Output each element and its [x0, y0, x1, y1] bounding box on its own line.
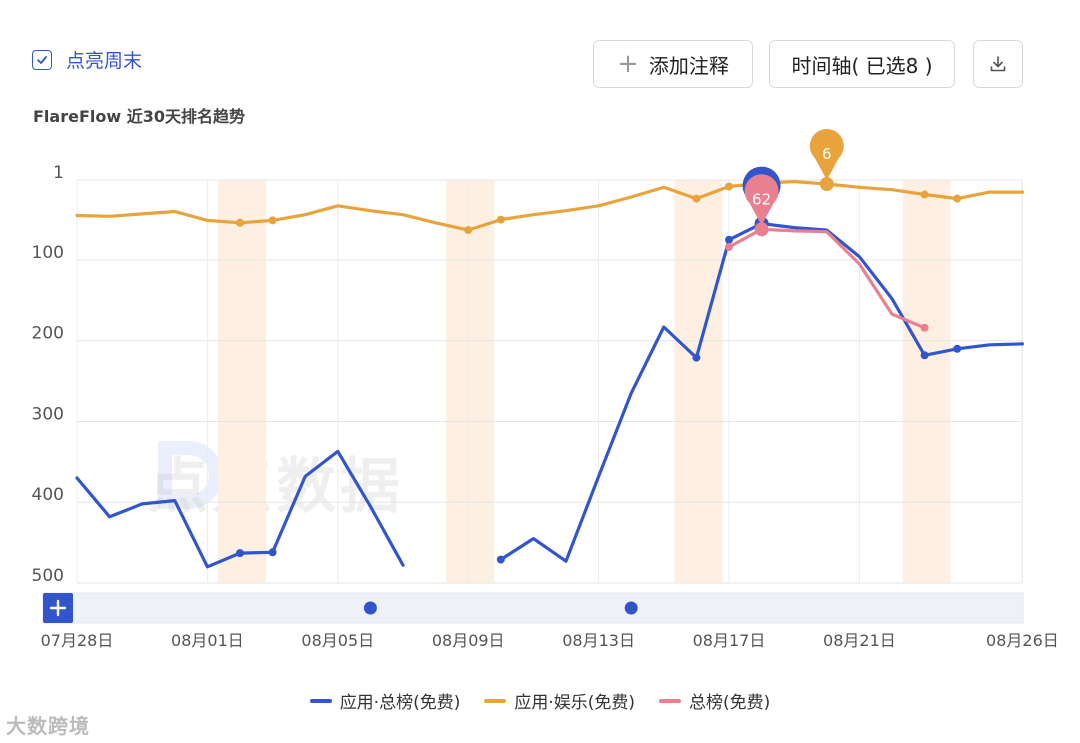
- y-tick-label: 500: [32, 566, 64, 586]
- highlight-weekends-label: 点亮周末: [66, 50, 143, 72]
- ranking-chart: 11002003004005006556207月28日08月01日08月05日0…: [32, 128, 1059, 650]
- annotation-pin[interactable]: [744, 174, 779, 226]
- legend-item-app-entertainment[interactable]: 应用·娱乐(免费): [484, 688, 635, 713]
- annotation-pin[interactable]: [809, 128, 844, 181]
- watermark-logo-icon: [158, 441, 223, 509]
- legend-label: 应用·娱乐(免费): [514, 693, 636, 713]
- data-point[interactable]: [236, 218, 244, 227]
- weekend-band: [446, 180, 495, 583]
- x-tick-label: 08月26日: [986, 631, 1059, 650]
- download-button[interactable]: [973, 40, 1023, 88]
- data-point[interactable]: [496, 555, 505, 564]
- data-point[interactable]: [692, 194, 701, 203]
- weekend-band: [218, 180, 266, 583]
- legend-label: 总榜(免费): [689, 693, 771, 713]
- annotation-label: 62: [752, 190, 771, 208]
- y-tick-label: 300: [32, 404, 64, 424]
- data-point[interactable]: [236, 549, 244, 558]
- footer-brand: 大数跨境: [6, 714, 90, 738]
- chart-legend: 应用·总榜(免费) 应用·娱乐(免费) 总榜(免费): [0, 688, 1080, 713]
- range-handle[interactable]: [363, 601, 377, 615]
- legend-swatch: [309, 698, 332, 703]
- data-point[interactable]: [692, 353, 701, 362]
- data-point[interactable]: [268, 216, 277, 225]
- data-point[interactable]: [725, 243, 733, 252]
- add-note-button[interactable]: + 添加注释: [593, 40, 753, 88]
- data-point[interactable]: [953, 194, 962, 203]
- data-point[interactable]: [496, 215, 505, 224]
- series-line: [75, 180, 1024, 232]
- x-tick-label: 08月21日: [823, 631, 896, 650]
- y-tick-label: 1: [53, 163, 64, 183]
- legend-label: 应用·总榜(免费): [339, 693, 461, 713]
- x-tick-label: 08月01日: [171, 631, 244, 650]
- y-tick-label: 400: [32, 485, 64, 505]
- data-point[interactable]: [725, 235, 733, 244]
- add-note-label: 添加注释: [648, 53, 729, 78]
- data-point[interactable]: [953, 344, 962, 353]
- weekend-band: [674, 180, 723, 583]
- annotation-label: 6: [822, 145, 832, 163]
- data-point[interactable]: [920, 190, 929, 199]
- plus-icon: +: [617, 49, 639, 79]
- timeline-button[interactable]: 时间轴( 已选8 ): [769, 40, 955, 88]
- x-tick-label: 08月17日: [693, 631, 766, 650]
- weekend-band: [902, 180, 951, 583]
- data-point[interactable]: [268, 548, 277, 557]
- x-tick-label: 08月05日: [301, 631, 374, 650]
- annotation-point[interactable]: [754, 222, 769, 237]
- x-tick-label: 08月09日: [432, 631, 505, 650]
- data-point[interactable]: [464, 226, 473, 235]
- legend-item-overall[interactable]: 总榜(免费): [659, 688, 770, 713]
- legend-swatch: [484, 698, 507, 703]
- data-point[interactable]: [920, 323, 929, 332]
- plus-icon: [49, 599, 67, 617]
- highlight-weekends-toggle[interactable]: 点亮周末: [32, 46, 142, 73]
- chart-subtitle: FlareFlow 近30天排名趋势: [33, 107, 245, 126]
- checkbox-icon[interactable]: [32, 49, 52, 70]
- legend-swatch: [659, 698, 682, 703]
- timeline-label: 时间轴( 已选8 ): [791, 53, 933, 78]
- data-point[interactable]: [725, 182, 733, 191]
- chart-toolbar: 点亮周末 + 添加注释 时间轴( 已选8 ): [0, 0, 1080, 100]
- data-point[interactable]: [920, 351, 929, 360]
- legend-item-app-overall[interactable]: 应用·总榜(免费): [309, 688, 461, 713]
- x-tick-label: 08月13日: [562, 631, 635, 650]
- download-icon: [990, 56, 1006, 72]
- annotation-point[interactable]: [819, 177, 834, 192]
- y-tick-label: 100: [32, 243, 64, 263]
- series-line: [727, 227, 927, 330]
- range-handle[interactable]: [624, 601, 638, 615]
- y-tick-label: 200: [32, 324, 64, 344]
- range-slider-track[interactable]: [42, 592, 1024, 624]
- x-tick-label: 07月28日: [41, 631, 114, 650]
